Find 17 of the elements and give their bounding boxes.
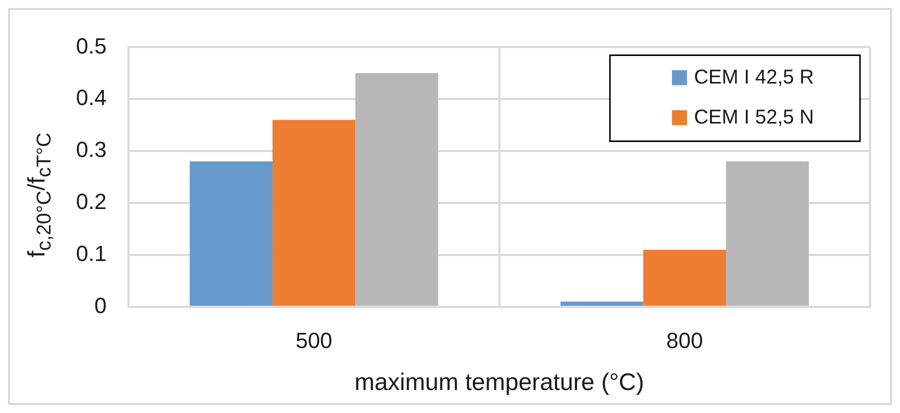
- bar: [190, 161, 273, 306]
- y-tick-label: 0.2: [76, 189, 107, 214]
- legend-label: CEM I 42,5 R: [694, 66, 814, 89]
- x-axis-title: maximum temperature (°C): [354, 369, 644, 396]
- x-tick-label: 500: [296, 328, 332, 354]
- x-tick-label: 800: [666, 328, 704, 354]
- y-tick-label: 0.1: [76, 240, 107, 266]
- bar: [643, 250, 726, 306]
- bar: [272, 120, 356, 306]
- y-tick-label: 0.4: [76, 85, 107, 110]
- y-tick-label: 0.3: [76, 137, 107, 162]
- bar: [560, 302, 644, 306]
- legend-label: CEM I 52,5 N: [694, 106, 814, 129]
- bar: [726, 161, 809, 306]
- y-tick-label: 0: [94, 292, 107, 318]
- y-tick-label: 0.5: [76, 33, 107, 58]
- bar: [355, 73, 438, 306]
